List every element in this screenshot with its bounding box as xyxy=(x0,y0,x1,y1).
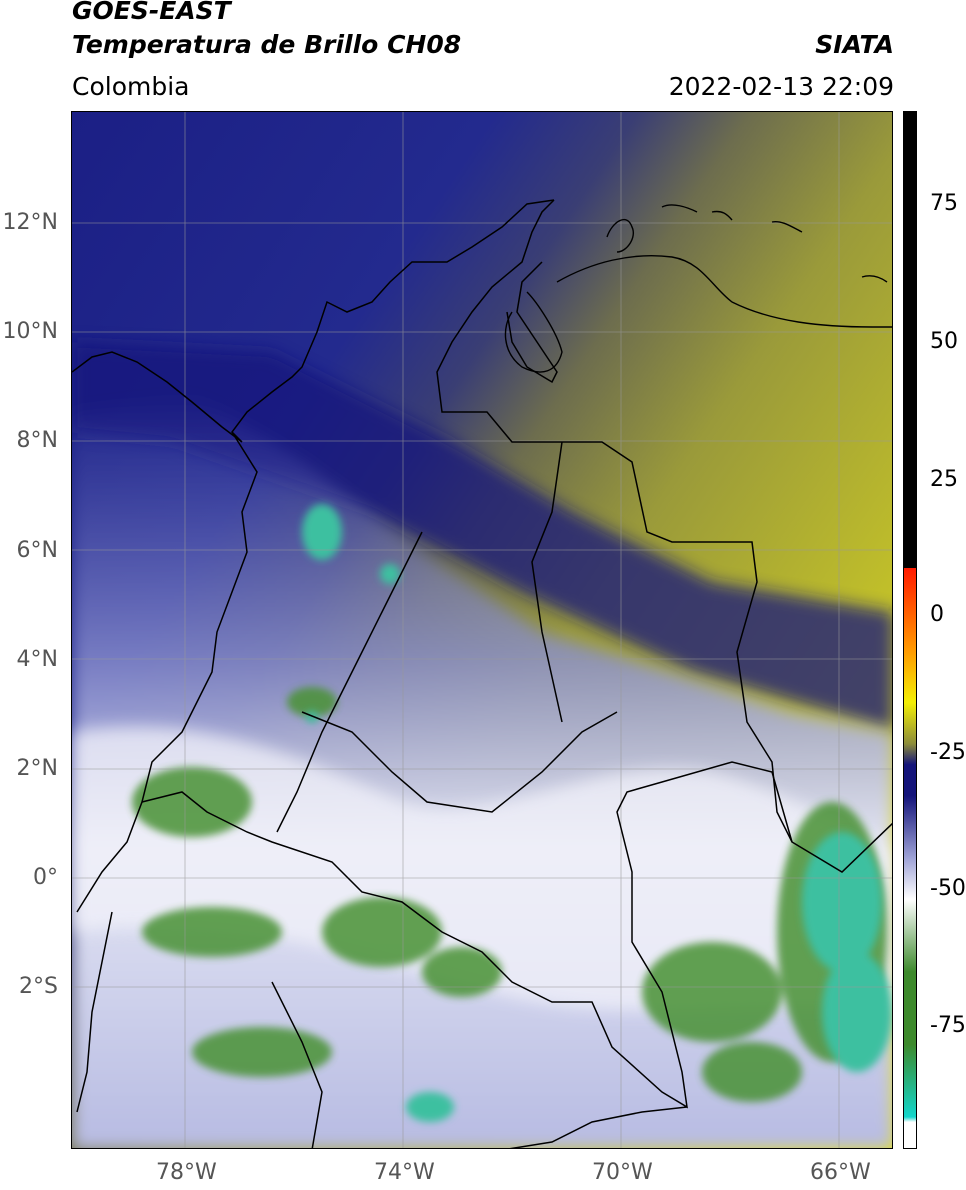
colorbar-tick-0: 0 xyxy=(930,602,944,627)
colorbar-tick-25: 25 xyxy=(930,467,958,492)
lon-label-70w: 70°W xyxy=(592,1160,653,1185)
region-label: Colombia xyxy=(72,72,190,101)
colorbar-tick-minus25: -25 xyxy=(930,740,966,765)
satellite-map xyxy=(71,111,893,1149)
lat-label-2s: 2°S xyxy=(19,974,58,999)
colorbar xyxy=(903,111,917,1149)
deep-convection xyxy=(302,504,892,1122)
lon-label-78w: 78°W xyxy=(156,1160,217,1185)
lon-label-66w: 66°W xyxy=(810,1160,871,1185)
colorbar-tick-minus50: -50 xyxy=(930,876,966,901)
dry-band xyxy=(72,342,892,732)
lat-label-12n: 12°N xyxy=(2,210,58,235)
lat-label-6n: 6°N xyxy=(16,538,58,563)
coastline xyxy=(504,204,892,373)
cloud-white-patches xyxy=(72,726,892,1012)
colorbar-tick-75: 75 xyxy=(930,191,958,216)
map-canvas xyxy=(72,112,892,1148)
lat-label-8n: 8°N xyxy=(16,428,58,453)
map-title-product: Temperatura de Brillo CH08 xyxy=(72,30,462,59)
lat-label-2n: 2°N xyxy=(16,756,58,781)
graticule xyxy=(72,112,892,1148)
lat-label-10n: 10°N xyxy=(2,319,58,344)
colorbar-tick-50: 50 xyxy=(930,329,958,354)
source-label: SIATA xyxy=(815,30,894,59)
timestamp: 2022-02-13 22:09 xyxy=(668,72,894,101)
map-title-satellite: GOES-EAST xyxy=(72,0,231,25)
country-borders xyxy=(72,199,892,1148)
lat-label-0: 0° xyxy=(33,865,58,890)
lat-label-4n: 4°N xyxy=(16,647,58,672)
colorbar-tick-minus75: -75 xyxy=(930,1013,966,1038)
lon-label-74w: 74°W xyxy=(374,1160,435,1185)
